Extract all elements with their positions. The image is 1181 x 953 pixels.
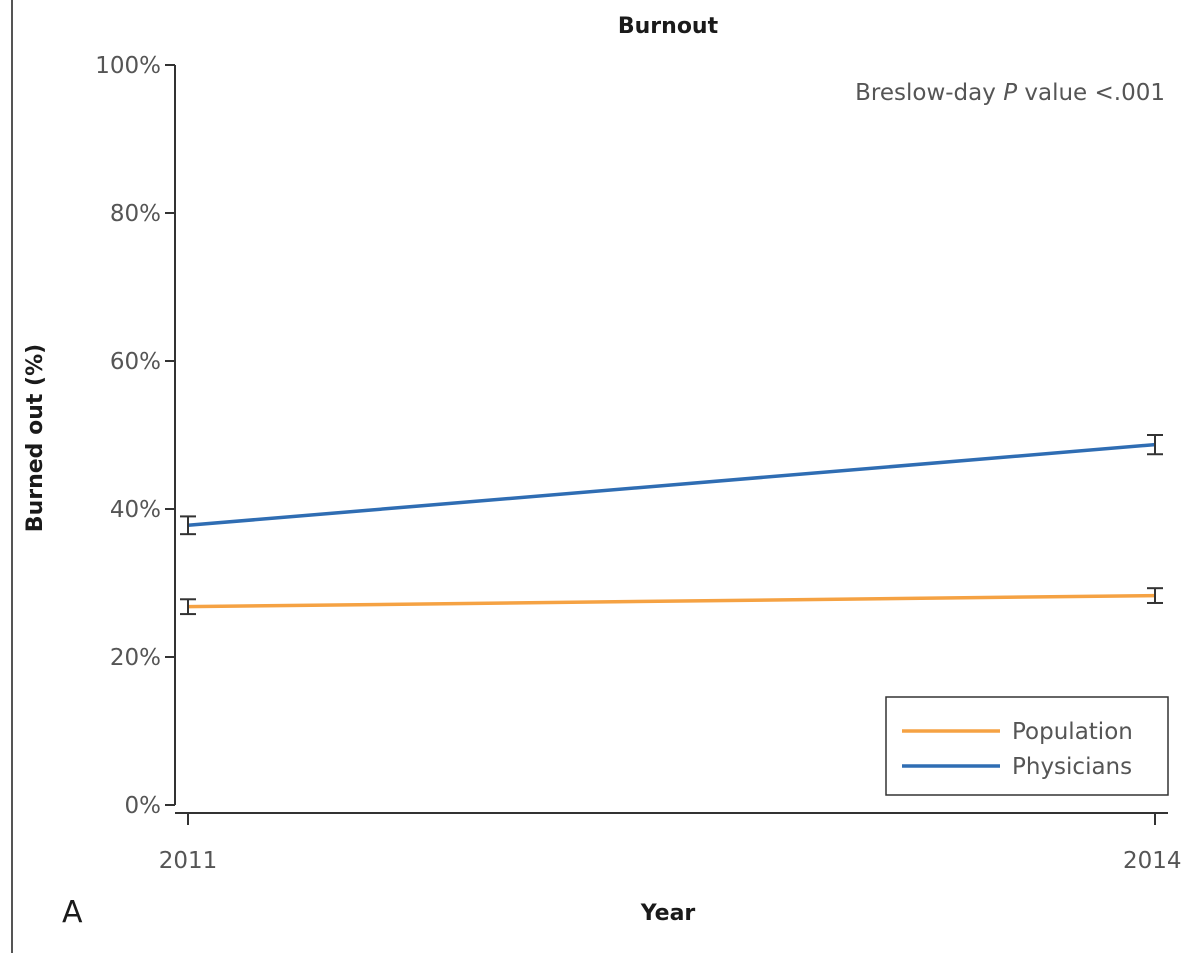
legend: Population Physicians xyxy=(885,696,1169,796)
series-line-physicians xyxy=(187,442,1156,528)
y-tick-label: 100% xyxy=(95,53,161,79)
chart-title: Burnout xyxy=(618,14,719,39)
series-group xyxy=(180,434,1163,616)
y-tick-label: 80% xyxy=(110,201,161,227)
x-axis: 2011 2014 xyxy=(159,812,1181,874)
legend-label-physicians: Physicians xyxy=(1012,754,1132,780)
x-tick-label: 2011 xyxy=(159,848,218,874)
legend-label-population: Population xyxy=(1012,719,1133,745)
legend-box xyxy=(885,696,1169,796)
y-tick-label: 60% xyxy=(110,349,161,375)
series-line-population xyxy=(187,593,1156,609)
y-axis: 0% 20% 40% 60% 80% 100% xyxy=(95,53,176,819)
y-tick-label: 40% xyxy=(110,497,161,523)
x-tick-label: 2014 xyxy=(1123,848,1181,874)
y-axis-label: Burned out (%) xyxy=(23,344,48,532)
y-tick-label: 20% xyxy=(110,645,161,671)
panel-label: A xyxy=(62,895,83,930)
x-axis-label: Year xyxy=(640,901,696,926)
annotation-text: Breslow-day P value <.001 xyxy=(855,80,1165,106)
y-tick-label: 0% xyxy=(125,793,162,819)
